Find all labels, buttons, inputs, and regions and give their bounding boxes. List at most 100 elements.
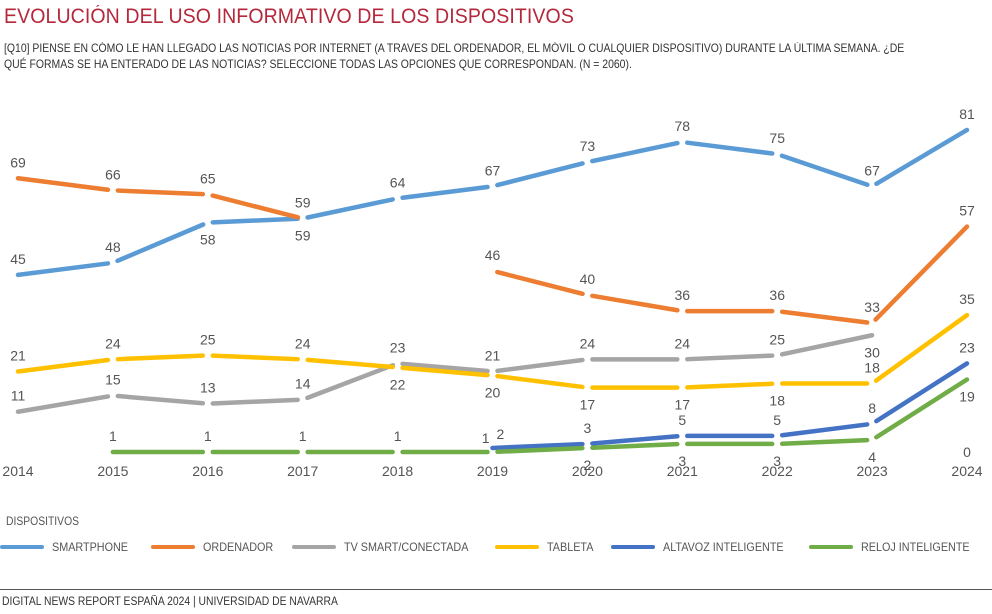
data-label-tableta: 24 (105, 335, 121, 351)
data-label-altavoz-inteligente: 23 (959, 339, 975, 355)
line-segment-tableta (400, 365, 490, 378)
data-label-tv-smart-conectada: 0 (963, 444, 971, 460)
legend-swatch-tv (292, 545, 336, 549)
data-label-ordenador: 33 (864, 299, 880, 315)
legend-label: TABLETA (547, 540, 594, 554)
data-label-smartphone: 67 (485, 162, 501, 178)
line-segment-smartphone (305, 197, 395, 220)
chart-subtitle: [Q10] PIENSE EN CÓMO LE HAN LLEGADO LAS … (4, 41, 958, 73)
line-segment-tv-smart-conectada (495, 357, 585, 374)
data-label-altavoz-inteligente: 2 (497, 426, 505, 442)
data-label-tableta: 17 (580, 397, 596, 413)
line-segment-altavoz-inteligente (779, 422, 870, 438)
line-segment-tv-smart-conectada (210, 397, 300, 406)
data-label-smartphone: 67 (864, 162, 880, 178)
legend-item-altavoz: ALTAVOZ INTELIGENTE (611, 540, 797, 554)
legend-item-ordenador: ORDENADOR (151, 540, 281, 554)
data-label-tableta: 21 (10, 347, 26, 363)
line-segment-tableta (15, 357, 111, 374)
data-label-tv-smart-conectada: 11 (11, 388, 26, 404)
line-segment-smartphone (874, 127, 970, 187)
data-label-altavoz-inteligente: 5 (773, 412, 781, 428)
line-segment-ordenador (873, 224, 970, 322)
line-segment-reloj-inteligente (495, 445, 585, 455)
line-segment-tableta (873, 312, 970, 383)
data-label-tableta: 20 (485, 385, 501, 401)
line-segment-tv-smart-conectada (779, 333, 875, 357)
line-segment-reloj-inteligente (779, 437, 870, 446)
legend-label: RELOJ INTELIGENTE (861, 540, 970, 554)
line-segment-ordenador (15, 176, 111, 192)
data-label-tv-smart-conectada: 13 (200, 380, 216, 396)
data-label-tableta: 22 (390, 376, 406, 392)
data-label-reloj-inteligente: 1 (482, 430, 490, 446)
legend-label: ORDENADOR (203, 540, 274, 554)
line-segment-altavoz-inteligente (490, 441, 585, 451)
line-segment-ordenador (210, 193, 301, 220)
x-tick-label: 2014 (2, 463, 33, 479)
data-label-smartphone: 73 (580, 138, 596, 154)
line-segment-tv-smart-conectada (305, 362, 396, 401)
data-label-smartphone: 59 (295, 228, 311, 244)
data-label-reloj-inteligente: 4 (868, 449, 876, 465)
x-tick-label: 2018 (382, 463, 413, 479)
x-tick-label: 2017 (287, 463, 318, 479)
line-segment-tableta (495, 373, 585, 390)
line-segment-tableta (685, 381, 775, 390)
data-label-smartphone: 81 (959, 106, 975, 122)
line-segment-tv-smart-conectada (400, 361, 490, 374)
data-label-tableta: 25 (200, 331, 216, 347)
series-lines (15, 127, 970, 455)
line-segment-reloj-inteligente (874, 377, 970, 440)
data-label-smartphone: 64 (390, 174, 406, 190)
line-segment-ordenador (115, 188, 206, 197)
line-segment-tv-smart-conectada (685, 353, 775, 362)
legend-label: TV SMART/CONECTADA (344, 540, 469, 554)
data-label-reloj-inteligente: 1 (109, 428, 117, 444)
data-label-ordenador: 46 (485, 247, 501, 263)
subtitle-line-1: [Q10] PIENSE EN CÓMO LE HAN LLEGADO LAS … (4, 42, 905, 55)
line-segment-ordenador (495, 269, 585, 297)
data-label-tableta: 35 (959, 291, 975, 307)
data-label-tv-smart-conectada: 14 (295, 376, 311, 392)
legend-swatch-smartphone (0, 545, 44, 549)
legend-item-reloj: RELOJ INTELIGENTE (809, 540, 982, 554)
data-label-ordenador: 57 (959, 203, 975, 219)
legend-swatch-ordenador (151, 545, 195, 549)
line-segment-tv-smart-conectada (15, 394, 111, 414)
data-label-smartphone: 58 (200, 232, 216, 248)
data-label-ordenador: 36 (675, 287, 691, 303)
line-segment-tv-smart-conectada (115, 393, 206, 406)
data-label-tv-smart-conectada: 30 (864, 344, 880, 360)
data-label-tv-smart-conectada: 24 (580, 335, 596, 351)
x-tick-label: 2021 (667, 463, 698, 479)
x-tick-label: 2023 (857, 463, 888, 479)
line-segment-altavoz-inteligente (874, 361, 970, 424)
data-label-reloj-inteligente: 2 (584, 457, 592, 473)
data-label-reloj-inteligente: 19 (959, 389, 975, 405)
x-tick-label: 2022 (762, 463, 793, 479)
line-segment-altavoz-inteligente (590, 434, 680, 446)
line-segment-smartphone (15, 261, 111, 278)
line-segment-smartphone (590, 140, 680, 164)
legend-item-smartphone: SMARTPHONE (0, 540, 136, 554)
line-segment-smartphone (210, 216, 300, 225)
data-label-smartphone: 75 (769, 130, 785, 146)
data-label-tableta: 18 (864, 360, 880, 376)
legend-label: ALTAVOZ INTELIGENTE (663, 540, 784, 554)
legend-swatch-tableta (495, 545, 539, 549)
line-segment-tableta (210, 353, 300, 362)
line-segment-tableta (115, 353, 206, 362)
data-label-tv-smart-conectada: 15 (105, 372, 121, 388)
data-label-ordenador: 36 (769, 287, 785, 303)
data-label-tv-smart-conectada: 25 (769, 331, 785, 347)
data-label-ordenador: 66 (105, 166, 121, 182)
footer-source: DIGITAL NEWS REPORT ESPAÑA 2024 | UNIVER… (2, 596, 338, 608)
x-tick-label: 2019 (477, 463, 508, 479)
line-segment-smartphone (495, 161, 585, 188)
data-label-altavoz-inteligente: 5 (678, 412, 686, 428)
line-segment-ordenador (590, 293, 680, 313)
data-label-smartphone: 48 (105, 239, 121, 255)
